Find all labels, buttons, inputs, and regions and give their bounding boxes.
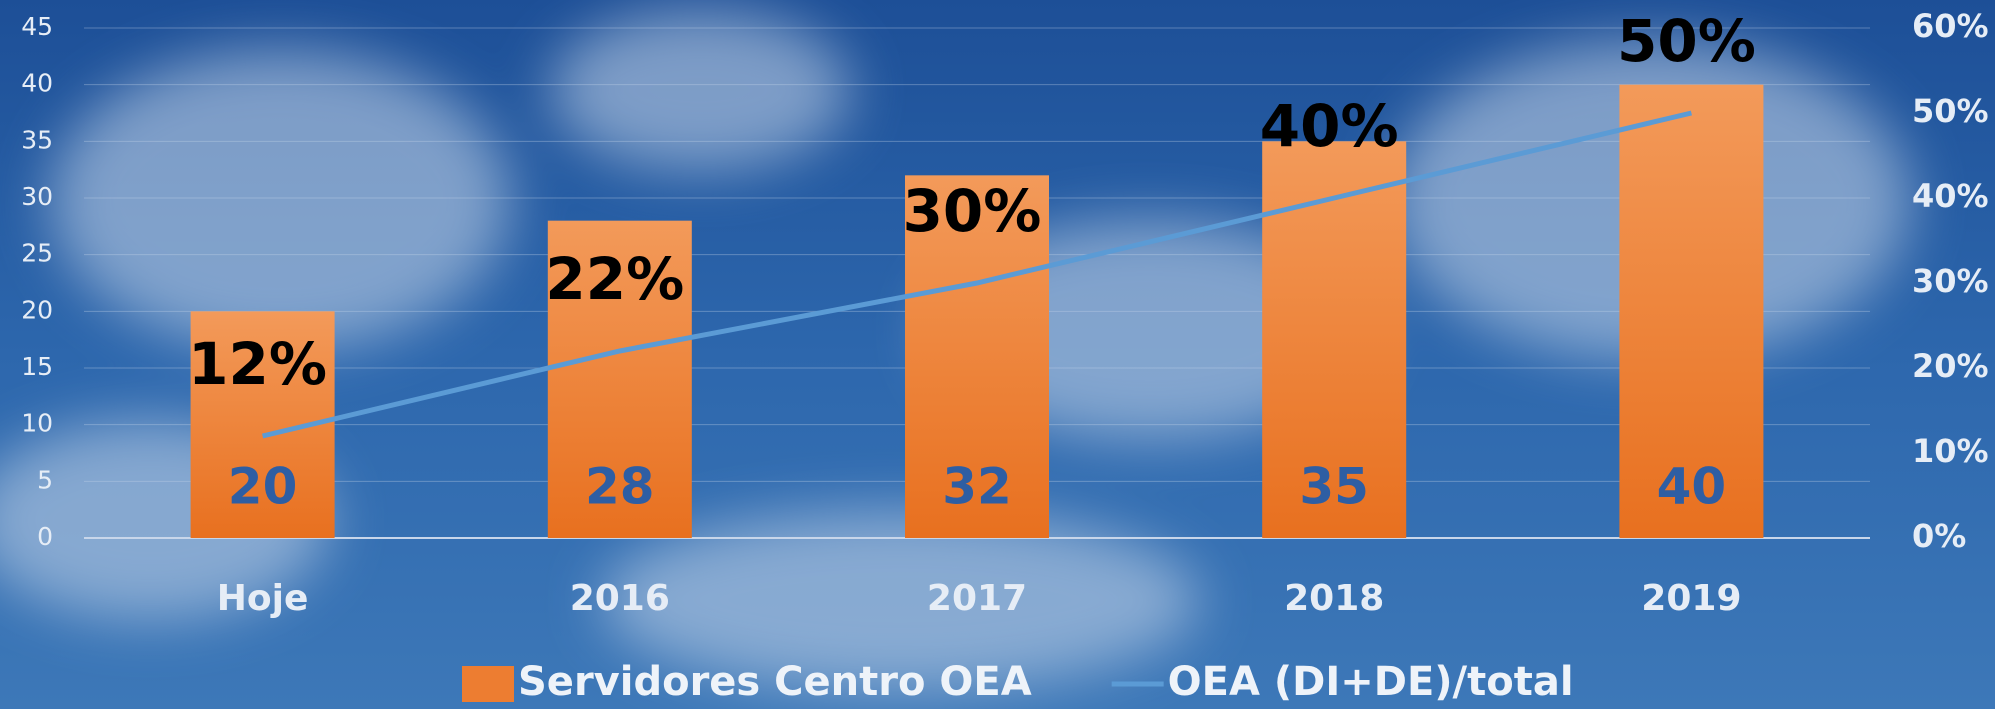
bar-value-label: 20 — [228, 458, 298, 516]
line-value-label: 12% — [188, 330, 327, 398]
bar — [547, 220, 692, 538]
legend-label: Servidores Centro OEA — [518, 659, 1032, 705]
bar-value-label: 28 — [585, 458, 655, 516]
line-value-label: 22% — [545, 245, 684, 313]
x-tick-label: 2016 — [570, 578, 670, 619]
y-tick-label: 10 — [21, 409, 53, 438]
y-tick-label: 30 — [21, 182, 53, 211]
line-value-label: 50% — [1617, 7, 1756, 75]
y-tick-label: 0 — [37, 522, 53, 551]
bar-value-label: 35 — [1299, 458, 1369, 516]
x-tick-label: 2017 — [927, 578, 1027, 619]
y-tick-label: 45 — [21, 12, 53, 41]
clouds — [0, 10, 1910, 690]
y2-tick-label: 20% — [1912, 347, 1989, 385]
y2-tick-label: 30% — [1912, 262, 1989, 300]
y-tick-label: 40 — [21, 69, 53, 98]
bar-value-label: 40 — [1657, 458, 1727, 516]
bar — [905, 175, 1049, 539]
bar — [1619, 84, 1764, 539]
y2-tick-label: 50% — [1912, 92, 1989, 130]
x-tick-label: 2019 — [1641, 578, 1741, 619]
line-value-label: 30% — [903, 177, 1042, 245]
x-tick-label: 2018 — [1284, 578, 1384, 619]
legend-label: OEA (DI+DE)/total — [1168, 659, 1574, 705]
y-tick-label: 35 — [21, 125, 53, 154]
legend-swatch — [462, 666, 514, 702]
y-tick-label: 15 — [21, 352, 53, 381]
y-tick-label: 20 — [21, 295, 53, 324]
line — [262, 110, 1692, 439]
y2-tick-label: 0% — [1912, 517, 1966, 555]
y2-tick-label: 60% — [1912, 7, 1989, 45]
bar-value-label: 32 — [942, 458, 1012, 516]
y-tick-label: 25 — [21, 239, 53, 268]
y2-tick-label: 40% — [1912, 177, 1989, 215]
line-value-label: 40% — [1260, 92, 1399, 160]
y-tick-label: 5 — [37, 465, 53, 494]
x-tick-label: Hoje — [217, 578, 309, 619]
y2-tick-label: 10% — [1912, 432, 1989, 470]
